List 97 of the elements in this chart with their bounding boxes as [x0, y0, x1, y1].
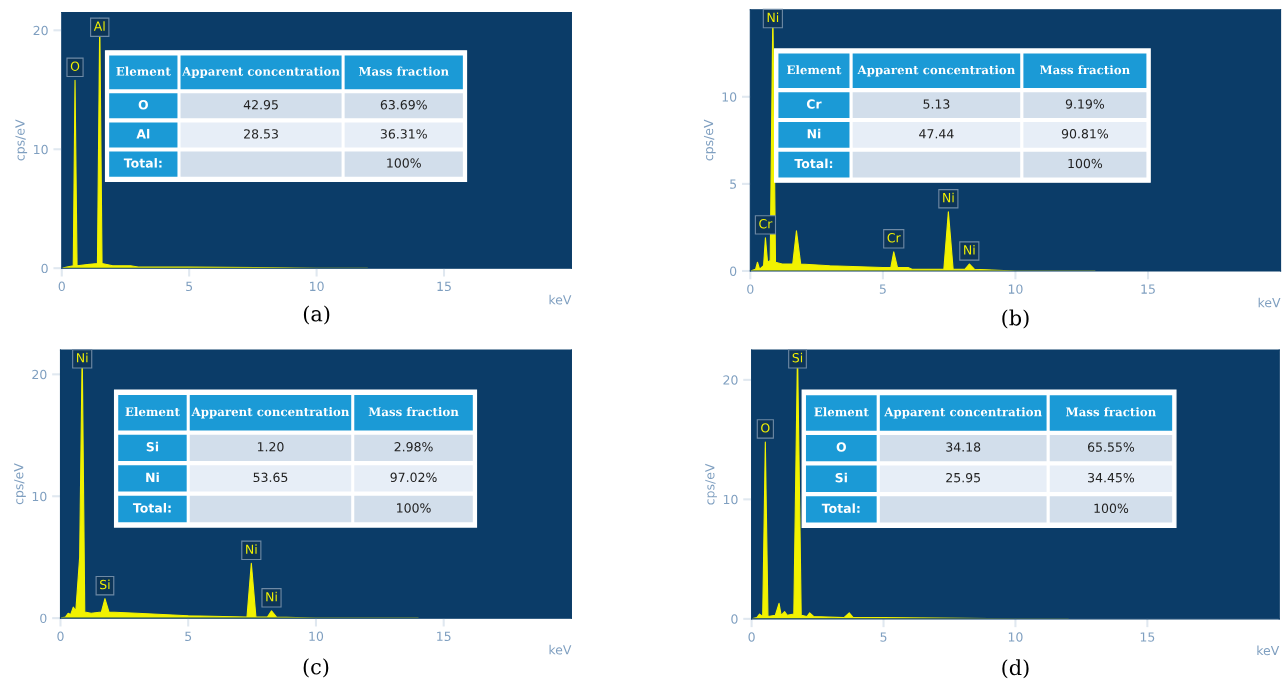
annotation: Apparent concentration — [884, 407, 1042, 419]
annotation: 5.13 — [923, 99, 950, 109]
x-tick-label: 10 — [1008, 284, 1023, 294]
annotation: 28.53 — [244, 129, 278, 139]
y-axis-title: cps/eV — [705, 463, 717, 505]
y-tick-label: 0 — [731, 614, 738, 624]
annotation: Ni — [266, 591, 277, 602]
annotation: Total: — [132, 502, 171, 513]
annotation: Al — [93, 21, 105, 31]
annotation: Mass fraction — [358, 66, 449, 76]
annotation: Mass fraction — [1040, 65, 1130, 75]
annotation: Al — [136, 128, 150, 139]
x-axis-title: keV — [1257, 645, 1280, 656]
x-tick-label: 5 — [186, 281, 193, 292]
x-tick-label: 0 — [58, 281, 65, 292]
y-axis-title: cps/eV — [15, 119, 28, 161]
annotation: 90.81% — [1061, 129, 1109, 139]
annotation: Mass fraction — [1066, 407, 1157, 417]
annotation: 100% — [1068, 158, 1103, 169]
annotation: 36.31% — [380, 129, 427, 139]
y-tick-label: 0 — [40, 613, 47, 624]
y-tick-label: 20 — [32, 369, 47, 380]
y-tick-label: 10 — [722, 92, 737, 102]
annotation: O — [70, 61, 80, 71]
annotation: O — [138, 100, 148, 110]
annotation: O — [836, 442, 846, 452]
annotation: 65.55% — [1087, 442, 1135, 452]
y-tick-label: 0 — [41, 263, 48, 274]
x-tick-label: 0 — [57, 631, 64, 642]
annotation: 47.44 — [919, 129, 954, 139]
annotation: Ni — [77, 352, 88, 363]
annotation: 63.69% — [380, 100, 427, 110]
x-tick-label: 15 — [437, 281, 451, 292]
text: (d) — [1002, 659, 1029, 679]
y-tick-label: 20 — [723, 375, 738, 385]
annotation: Ni — [943, 192, 954, 203]
y-tick-label: 10 — [32, 491, 47, 502]
x-tick-label: 5 — [880, 632, 887, 642]
x-tick-label: 15 — [437, 631, 451, 642]
x-axis-title: keV — [549, 644, 572, 655]
text: (a) — [303, 305, 330, 325]
x-tick-label: 5 — [185, 631, 192, 642]
annotation: 34.45% — [1088, 472, 1135, 483]
annotation: 25.95 — [946, 472, 980, 483]
annotation: Si — [792, 352, 803, 363]
annotation: Element — [786, 65, 842, 75]
annotation: Ni — [807, 128, 821, 139]
annotation: Total: — [821, 503, 860, 514]
annotation: O — [761, 423, 770, 433]
x-tick-label: 15 — [1140, 632, 1155, 642]
annotation: Element — [814, 407, 869, 417]
x-axis-title: keV — [549, 294, 572, 305]
annotation: Mass fraction — [368, 407, 459, 417]
y-tick-label: 20 — [33, 25, 48, 36]
annotation: 42.95 — [243, 100, 278, 110]
y-tick-label: 0 — [730, 266, 737, 276]
annotation: Apparent concentration — [191, 407, 350, 419]
annotation: 9.19% — [1065, 99, 1105, 109]
annotation: Ni — [146, 472, 159, 482]
y-tick-label: 10 — [34, 144, 48, 155]
annotation: Ni — [964, 244, 975, 255]
text: (b) — [1002, 309, 1029, 329]
annotation: Cr — [887, 232, 901, 243]
text: (c) — [303, 658, 329, 678]
annotation: Si — [146, 441, 159, 452]
annotation: Cr — [806, 99, 822, 109]
x-tick-label: 0 — [747, 284, 754, 294]
annotation: 97.02% — [390, 472, 437, 483]
x-tick-label: 15 — [1141, 284, 1155, 294]
annotation: Si — [835, 472, 847, 483]
annotation: 100% — [397, 503, 431, 513]
annotation: Ni — [246, 544, 257, 554]
y-axis-title: cps/eV — [703, 119, 716, 161]
annotation: 100% — [387, 158, 421, 168]
x-tick-label: 10 — [1008, 632, 1023, 642]
annotation: Apparent concentration — [857, 65, 1016, 77]
annotation: 53.65 — [253, 472, 288, 483]
y-axis-title: cps/eV — [14, 463, 26, 505]
annotation: Element — [116, 66, 171, 76]
annotation: Apparent concentration — [182, 66, 340, 79]
x-tick-label: 10 — [310, 281, 324, 292]
annotation: Si — [100, 579, 110, 590]
annotation: 100% — [1094, 503, 1129, 514]
x-tick-label: 0 — [748, 632, 755, 642]
x-tick-label: 5 — [879, 284, 886, 294]
annotation: Element — [125, 407, 180, 417]
y-tick-label: 10 — [723, 494, 738, 505]
annotation: 1.20 — [257, 442, 284, 452]
x-tick-label: 10 — [309, 631, 324, 642]
annotation: Cr — [759, 219, 773, 229]
y-tick-label: 5 — [730, 179, 737, 189]
annotation: Total: — [794, 158, 833, 169]
annotation: 34.18 — [946, 442, 981, 452]
annotation: 2.98% — [394, 442, 433, 452]
annotation: Total: — [123, 158, 162, 168]
annotation: Ni — [767, 12, 779, 22]
x-axis-title: keV — [1258, 297, 1281, 308]
